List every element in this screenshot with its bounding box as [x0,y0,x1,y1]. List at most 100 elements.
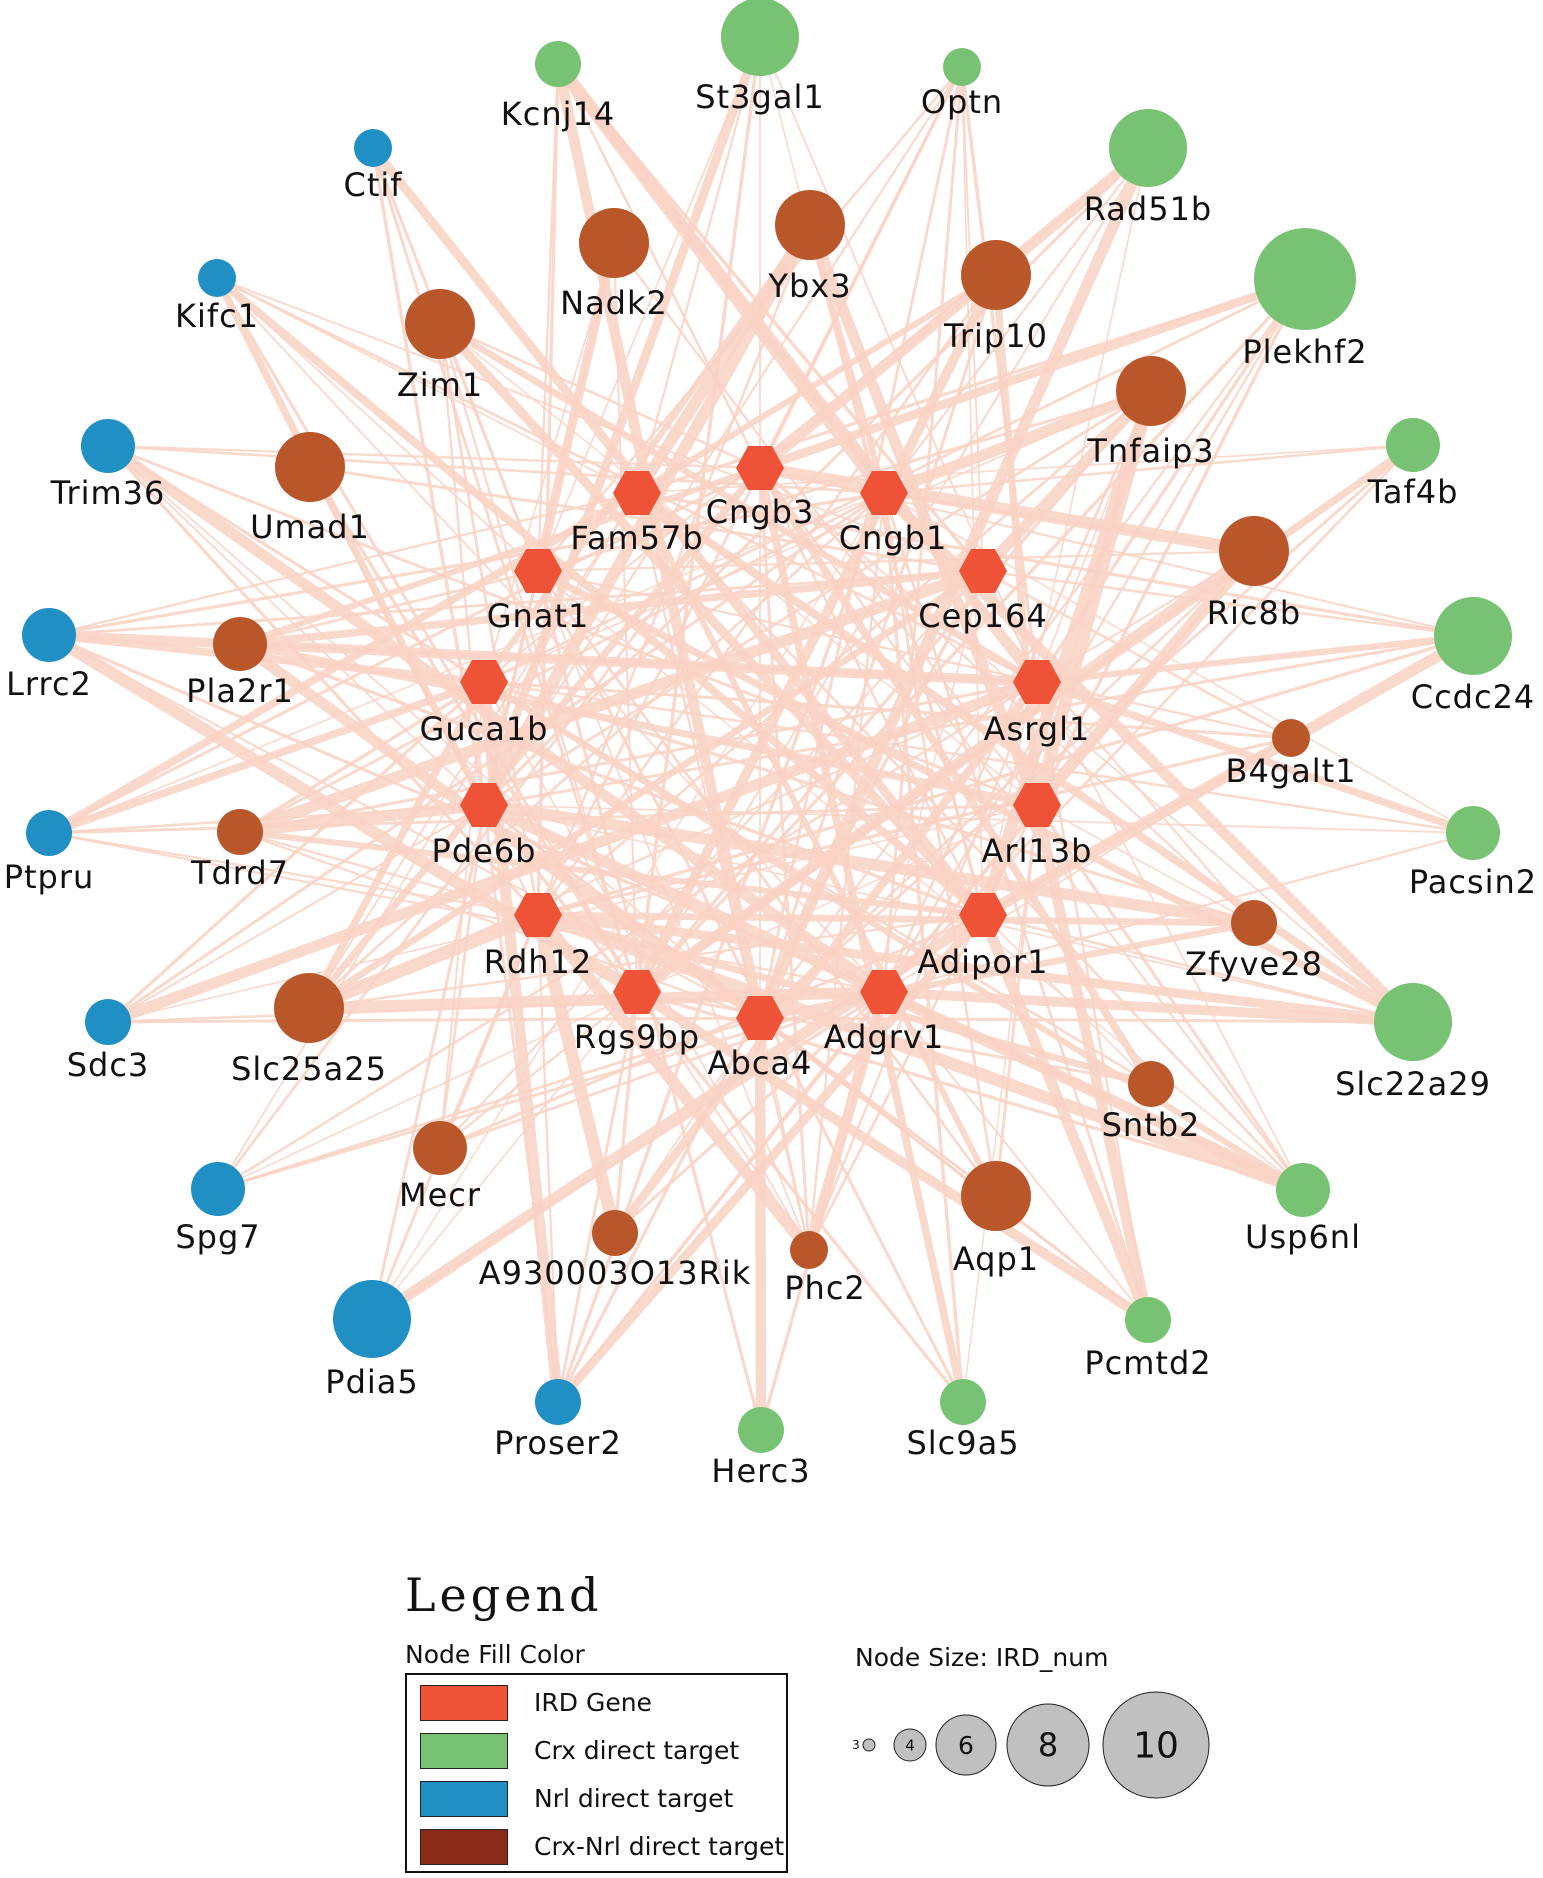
node-pde6b[interactable] [460,783,508,827]
node-spg7[interactable] [191,1162,245,1216]
node-label-pla2r1: Pla2r1 [186,672,294,710]
node-taf4b[interactable] [1386,418,1440,472]
node-umad1[interactable] [275,432,345,502]
node-sdc3[interactable] [85,999,131,1045]
legend-swatch-ird [420,1685,508,1721]
node-slc25a25[interactable] [274,973,344,1043]
node-label-ccdc24: Ccdc24 [1411,678,1536,716]
edge-phc2-cngb3 [758,467,811,1251]
node-arl13b[interactable] [1013,783,1061,827]
node-cep164[interactable] [959,549,1007,593]
node-label-proser2: Proser2 [494,1424,622,1462]
node-lrrc2[interactable] [22,608,76,662]
node-ptpru[interactable] [26,810,72,856]
node-mecr[interactable] [413,1121,467,1175]
node-proser2[interactable] [535,1379,581,1425]
node-guca1b[interactable] [460,660,508,704]
node-nadk2[interactable] [579,208,649,278]
node-ybx3[interactable] [775,190,845,260]
node-kcnj14[interactable] [535,41,581,87]
node-label-ric8b: Ric8b [1207,594,1301,632]
edge-trim36-adgrv1 [104,441,888,997]
edge-st3gal1-fam57b [635,36,762,494]
node-label-st3gal1: St3gal1 [695,78,824,116]
network-labels: Kcnj14 St3gal1 Optn Rad51b Plekhf2 Taf4b Ccdc2… [4,78,1536,1490]
edge-slc25a25-cngb3 [306,465,763,1011]
node-label-nadk2: Nadk2 [560,284,668,322]
edge-nadk2-guca1b [483,242,615,683]
edge-slc25a25-fam57b [308,492,638,1009]
edge-optn-rdh12 [536,66,964,916]
node-label-pde6b: Pde6b [432,832,537,870]
node-rad51b[interactable] [1109,109,1187,187]
node-fam57b[interactable] [613,471,661,515]
edge-phc2-adgrv1 [804,990,889,1252]
edge-tdrd7-cngb1 [239,491,885,834]
node-asrgl1[interactable] [1013,660,1061,704]
node-kifc1[interactable] [198,259,236,297]
node-cngb3[interactable] [736,446,784,490]
node-label-herc3: Herc3 [711,1452,810,1490]
edge-phc2-rgs9bp [636,991,810,1251]
node-label-adgrv1: Adgrv1 [824,1018,944,1056]
edge-spg7-abca4 [217,1016,761,1191]
edge-taf4b-cngb1 [883,443,1414,495]
node-tnfaip3[interactable] [1116,356,1186,426]
node-cngb1[interactable] [860,471,908,515]
legend-item-ird: IRD Gene [417,1685,777,1721]
node-label-slc22a29: Slc22a29 [1335,1065,1491,1103]
edge-herc3-abca4 [754,1017,767,1431]
node-plekhf2[interactable] [1254,228,1356,330]
edge-umad1-cep164 [309,465,984,573]
node-usp6nl[interactable] [1276,1163,1330,1217]
node-abca4[interactable] [736,996,784,1040]
node-sntb2[interactable] [1128,1061,1174,1107]
node-pcmtd2[interactable] [1125,1297,1171,1343]
edge-a930003o13rik-rdh12 [531,913,622,1235]
node-trip10[interactable] [961,240,1031,310]
node-zim1[interactable] [405,289,475,359]
node-adipor1[interactable] [959,893,1007,937]
node-ric8b[interactable] [1219,516,1289,586]
node-label-rad51b: Rad51b [1084,190,1212,228]
node-pla2r1[interactable] [213,617,267,671]
node-herc3[interactable] [738,1407,784,1453]
node-phc2[interactable] [790,1231,828,1269]
node-st3gal1[interactable] [721,0,799,76]
node-ctif[interactable] [354,129,392,167]
node-slc9a5[interactable] [940,1379,986,1425]
node-rgs9bp[interactable] [613,970,661,1014]
edge-st3gal1-pde6b [479,35,765,807]
node-adgrv1[interactable] [860,970,908,1014]
edge-tdrd7-guca1b [239,680,485,834]
edge-zim1-adipor1 [436,320,987,919]
node-a930003o13rik[interactable] [592,1210,638,1256]
node-b4galt1[interactable] [1272,719,1310,757]
node-label-plekhf2: Plekhf2 [1242,333,1367,371]
node-pacsin2[interactable] [1446,806,1500,860]
node-label-rdh12: Rdh12 [484,943,593,981]
edge-zim1-asrgl1 [438,321,1039,685]
node-ccdc24[interactable] [1434,597,1512,675]
edge-a930003o13rik-adgrv1 [613,990,886,1235]
edge-ctif-adipor1 [369,145,987,918]
edge-trip10-fam57b [635,272,998,496]
edge-zfyve28-guca1b [483,680,1255,925]
node-zfyve28[interactable] [1231,900,1277,946]
node-pdia5[interactable] [333,1280,411,1358]
node-gnat1[interactable] [514,549,562,593]
node-optn[interactable] [943,48,981,86]
node-trim36[interactable] [81,419,135,473]
node-aqp1[interactable] [961,1161,1031,1231]
edge-optn-pde6b [483,66,963,806]
node-rdh12[interactable] [514,893,562,937]
edge-pcmtd2-adipor1 [977,912,1154,1323]
node-tdrd7[interactable] [217,809,263,855]
legend-size-header: Node Size: IRD_num [855,1643,1109,1672]
edge-aqp1-arl13b [994,804,1039,1197]
node-slc22a29[interactable] [1374,983,1452,1061]
edge-ccdc24-fam57b [636,491,1474,638]
edge-nadk2-rgs9bp [612,242,639,993]
node-label-kifc1: Kifc1 [175,297,259,335]
size-circle-3 [862,1738,876,1752]
